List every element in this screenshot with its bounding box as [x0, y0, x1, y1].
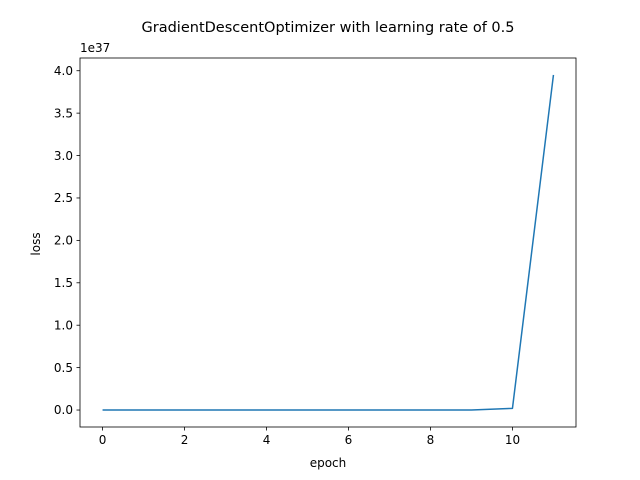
x-axis-label: epoch — [310, 456, 347, 470]
y-tick-label: 0.5 — [54, 361, 73, 375]
x-tick-label: 4 — [263, 433, 271, 447]
y-tick-label: 3.0 — [54, 149, 73, 163]
y-tick-label: 0.0 — [54, 403, 73, 417]
y-tick-label: 2.0 — [54, 234, 73, 248]
x-tick-label: 10 — [505, 433, 520, 447]
y-tick-label: 3.5 — [54, 106, 73, 120]
x-tick-label: 0 — [99, 433, 107, 447]
x-tick-label: 6 — [345, 433, 353, 447]
x-tick-label: 2 — [181, 433, 189, 447]
y-tick-label: 2.5 — [54, 191, 73, 205]
chart-title: GradientDescentOptimizer with learning r… — [142, 20, 515, 36]
y-tick-label: 1.0 — [54, 318, 73, 332]
y-axis-label: loss — [29, 232, 43, 255]
y-offset-label: 1e37 — [80, 41, 110, 55]
plot-area: 0 2 4 6 8 10 0.0 0.5 1.0 1.5 2.0 2.5 3.0 3.5 4.0 — [54, 57, 577, 447]
series-line-0 — [102, 74, 555, 411]
y-tick-label: 4.0 — [54, 64, 73, 78]
plot-frame — [79, 57, 577, 428]
x-tick-label: 8 — [427, 433, 435, 447]
y-tick-label: 1.5 — [54, 276, 73, 290]
